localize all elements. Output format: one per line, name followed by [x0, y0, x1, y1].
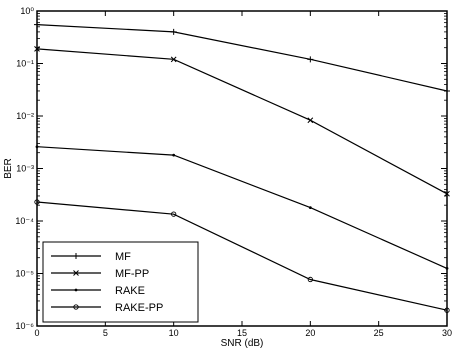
legend-label: MF-PP: [115, 268, 149, 280]
series-line-rake: [36, 146, 448, 269]
data-point-rake: [172, 153, 176, 157]
x-tick-label: 20: [305, 328, 315, 338]
legend-marker: [73, 304, 79, 310]
legend-marker: [73, 270, 79, 276]
data-point-mf-pp: [307, 117, 314, 124]
data-point-rake-pp: [171, 211, 177, 217]
data-point-mf-pp: [170, 56, 177, 63]
data-point-mf: [307, 56, 314, 63]
y-tick-label: 10⁻⁵: [16, 269, 35, 279]
y-tick-label: 10⁻⁴: [15, 216, 34, 226]
y-tick-label: 10⁻²: [16, 111, 34, 121]
y-tick-label: 10⁻⁶: [16, 321, 35, 331]
x-axis-label: SNR (dB): [221, 338, 264, 349]
y-tick-label: 10⁻³: [16, 164, 34, 174]
legend-label: RAKE: [115, 285, 145, 297]
legend-box: [42, 241, 199, 323]
x-tick-label: 30: [442, 328, 452, 338]
legend-label: MF: [115, 251, 131, 263]
y-tick-label: 10⁰: [20, 6, 34, 16]
data-point-mf: [170, 28, 177, 35]
series-line-mf-pp: [36, 48, 448, 195]
legend-marker: [74, 288, 78, 292]
x-tick-label: 15: [237, 328, 247, 338]
y-axis-label: BER: [3, 158, 14, 179]
data-point-rake: [308, 206, 312, 209]
plot-frame: [36, 10, 448, 327]
series-line-mf: [36, 24, 448, 92]
data-point-rake-pp: [307, 276, 313, 283]
legend: MF MF-PP RAKE RAKE-PP: [42, 241, 199, 323]
x-tick-label: 10: [169, 328, 179, 338]
x-tick-label: 25: [374, 328, 384, 338]
x-tick-label: 5: [103, 328, 108, 338]
legend-marker: [73, 253, 79, 259]
legend-label: RAKE-PP: [115, 302, 163, 314]
y-tick-label: 10⁻¹: [16, 59, 34, 69]
series-line-rake-pp: [36, 201, 448, 311]
x-tick-label: 0: [34, 328, 39, 338]
